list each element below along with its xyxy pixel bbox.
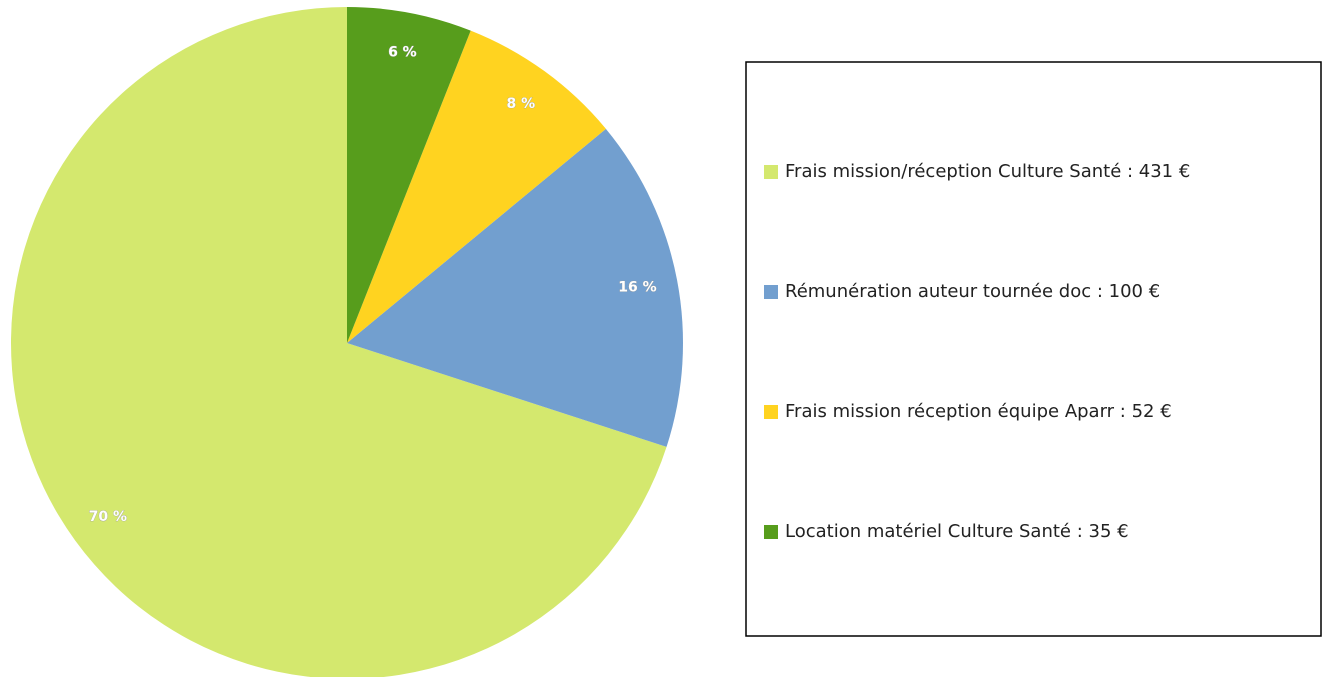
pie-slice [347, 128, 683, 447]
legend-swatch [764, 165, 778, 179]
pie-slice [347, 30, 606, 344]
slice-label: 16 % [618, 280, 656, 296]
slice-label: 6 % [388, 45, 417, 61]
legend-label: Frais mission/réception Culture Santé : … [785, 161, 1190, 182]
legend-swatch [764, 285, 778, 299]
pie-slice [347, 7, 471, 343]
slice-label: 8 % [506, 96, 535, 112]
legend-box [745, 61, 1322, 637]
legend-swatch [764, 525, 778, 539]
legend-swatch [764, 405, 778, 419]
legend-label: Frais mission réception équipe Aparr : 5… [785, 401, 1172, 422]
legend-label: Location matériel Culture Santé : 35 € [785, 521, 1129, 542]
pie-slice [11, 7, 667, 677]
legend-label: Rémunération auteur tournée doc : 100 € [785, 281, 1160, 302]
slice-label: 70 % [89, 509, 127, 525]
